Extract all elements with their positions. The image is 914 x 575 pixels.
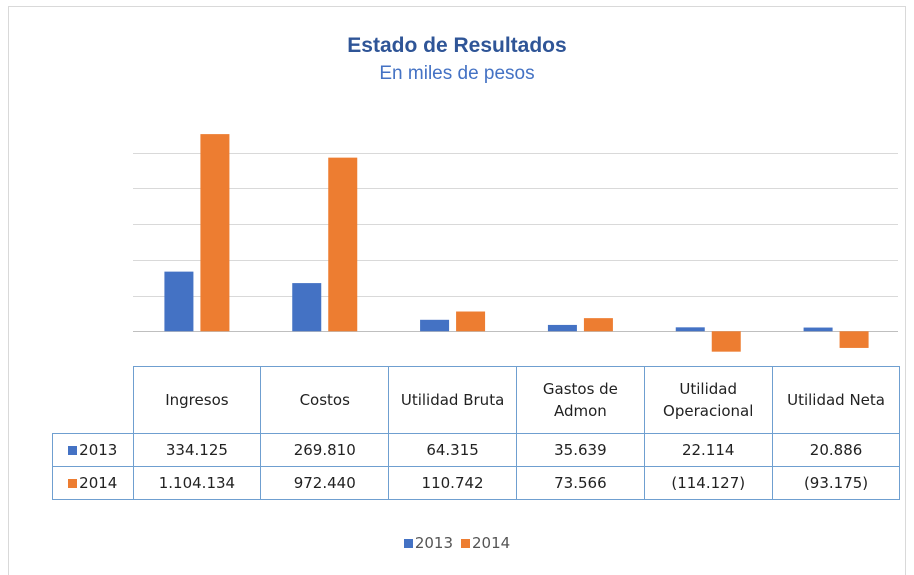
bar	[839, 331, 869, 348]
category-label: Utilidad Bruta	[400, 391, 505, 409]
bar	[583, 318, 613, 332]
table-value: 334.125	[132, 433, 262, 467]
table-value: 972.440	[260, 466, 390, 500]
table-header-cell: Utilidad Operacional	[643, 366, 773, 434]
bar	[420, 319, 450, 332]
table-value: 64.315	[388, 433, 517, 467]
row-label: 2014	[79, 474, 118, 492]
category-label: Utilidad Operacional	[663, 380, 754, 420]
bar	[456, 311, 486, 332]
frame	[8, 6, 906, 575]
bar	[164, 271, 194, 332]
bar	[292, 283, 322, 332]
table-value: 1.104.134	[132, 466, 262, 500]
category-label: Utilidad Neta	[787, 391, 885, 409]
legend-swatch	[403, 539, 413, 548]
legend-swatch	[68, 446, 78, 455]
bar	[803, 327, 833, 332]
legend-item: 2013	[403, 534, 453, 552]
legend-swatch	[68, 479, 78, 488]
table-header-cell: Utilidad Bruta	[388, 366, 517, 434]
legend-label: 2013	[414, 534, 453, 552]
legend: 2013 2014	[0, 534, 914, 552]
bar	[547, 324, 577, 332]
table-header-cell: Costos	[260, 366, 390, 434]
bar	[200, 134, 230, 332]
data-table: Ingresos Costos Utilidad Bruta Gastos de Ad…	[52, 366, 901, 500]
bar	[675, 327, 705, 332]
category-label: Gastos de Admon	[542, 380, 618, 420]
table-header-cell: Utilidad Neta	[771, 366, 901, 434]
category-label: Costos	[299, 391, 350, 409]
table-row: 2014 1.104.134 972.440 110.742 73.566 (114.12…	[52, 466, 901, 500]
bar	[711, 331, 741, 352]
table-value: (93.175)	[771, 466, 901, 500]
row-label: 2013	[79, 441, 118, 459]
table-value: (114.127)	[643, 466, 773, 500]
chart-title: Estado de Resultados	[347, 34, 566, 57]
chart-subtitle: En miles de pesos	[379, 63, 534, 84]
table-legend-cell: 2013	[52, 433, 134, 467]
legend-label: 2014	[472, 534, 511, 552]
table-row: 2013 334.125 269.810 64.315 35.639 22.114 20.8…	[52, 433, 901, 467]
table-header-row: Ingresos Costos Utilidad Bruta Gastos de Ad…	[52, 366, 901, 434]
table-header-cell: Gastos de Admon	[515, 366, 645, 434]
table-value: 35.639	[515, 433, 645, 467]
table-value: 22.114	[643, 433, 773, 467]
table-header-cell: Ingresos	[132, 366, 262, 434]
table-legend-cell: 2014	[52, 466, 134, 500]
table-value: 73.566	[515, 466, 645, 500]
table-value: 269.810	[260, 433, 390, 467]
legend-swatch	[461, 539, 470, 548]
table-value: 20.886	[771, 433, 901, 467]
table-corner	[52, 366, 134, 434]
bar	[328, 157, 358, 332]
table-value: 110.742	[388, 466, 517, 500]
category-label: Ingresos	[165, 391, 229, 409]
legend-item: 2014	[461, 534, 510, 552]
